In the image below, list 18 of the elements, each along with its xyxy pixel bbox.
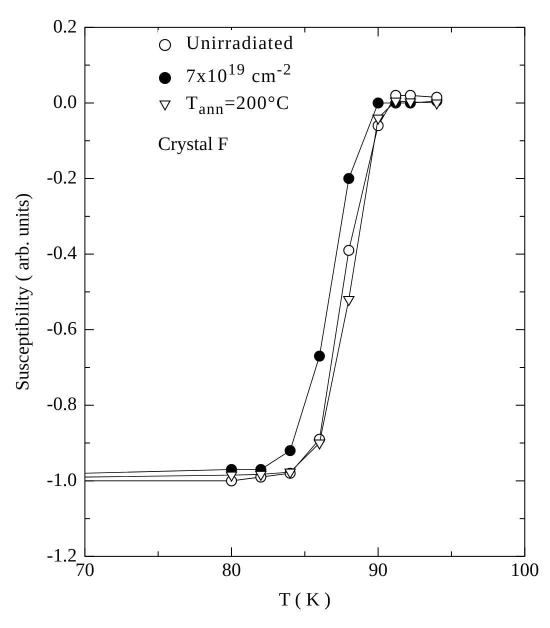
- x-tick-label: 70: [75, 560, 94, 581]
- legend-label: Unirradiated: [186, 33, 294, 54]
- y-tick-label: -1.0: [46, 470, 77, 491]
- x-tick-label: 80: [222, 560, 241, 581]
- y-tick-label: -0.8: [46, 394, 77, 416]
- annotation: Crystal F: [158, 133, 230, 158]
- y-tick-label: -0.4: [46, 243, 78, 264]
- y-tick-label: 0.0: [53, 92, 77, 113]
- legend-label: T$_{ann}$=200°C: [186, 93, 290, 118]
- y-tick-label: -1.2: [46, 545, 77, 566]
- y-tick-label: -0.2: [46, 168, 77, 189]
- x-tick-label: 100: [510, 560, 539, 581]
- y-axis-title: Susceptibility ( arb. units): [12, 193, 34, 391]
- x-axis-title: T ( K ): [278, 590, 331, 611]
- x-tick-label: 90: [368, 560, 388, 581]
- y-tick-label: -0.6: [46, 318, 77, 340]
- y-tick-label: 0.2: [53, 16, 77, 38]
- legend-label: 7x10$^{19}$ cm$^{-2}$: [186, 62, 292, 88]
